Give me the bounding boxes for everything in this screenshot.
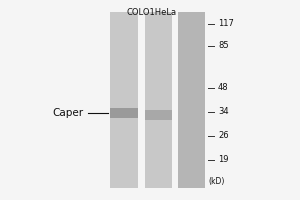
Text: 26: 26 (218, 132, 229, 140)
Text: COLO1HeLa: COLO1HeLa (127, 8, 177, 17)
Text: Caper: Caper (52, 108, 84, 118)
Bar (110, 12, 138, 188)
Bar (110, 108, 138, 118)
Bar (145, 12, 172, 188)
Bar (145, 110, 172, 120)
Text: 34: 34 (218, 108, 229, 116)
Text: 85: 85 (218, 42, 229, 50)
Text: (kD): (kD) (208, 177, 224, 186)
Text: 48: 48 (218, 84, 229, 92)
Text: 19: 19 (218, 156, 229, 164)
Bar (178, 12, 205, 188)
Text: 117: 117 (218, 20, 234, 28)
